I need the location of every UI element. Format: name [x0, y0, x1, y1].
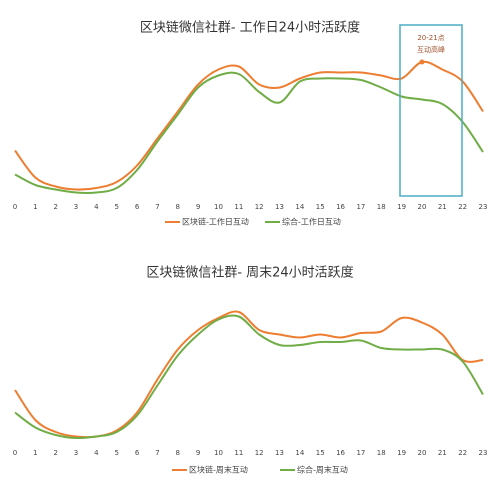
- x-tick-label: 1: [33, 449, 37, 457]
- x-tick-label: 7: [155, 449, 159, 457]
- x-tick-label: 15: [316, 203, 325, 211]
- series-line: [14, 310, 484, 439]
- x-tick-label: 23: [479, 203, 488, 211]
- x-tick-label: 0: [13, 203, 17, 211]
- x-tick-label: 3: [74, 449, 78, 457]
- x-tick-label: 1: [33, 203, 37, 211]
- x-tick-label: 9: [196, 449, 200, 457]
- x-tick-label: 17: [356, 203, 365, 211]
- x-tick-label: 4: [94, 203, 99, 211]
- x-tick-label: 2: [53, 203, 57, 211]
- x-tick-label: 18: [377, 203, 386, 211]
- x-tick-label: 14: [295, 203, 304, 211]
- chart-title: 区块链微信社群- 工作日24小时活跃度: [140, 20, 360, 36]
- x-tick-label: 19: [397, 203, 406, 211]
- legend-label: 综合-周末互动: [297, 465, 348, 475]
- x-tick-label: 13: [275, 449, 284, 457]
- x-tick-label: 6: [135, 449, 140, 457]
- peak-marker: [419, 59, 425, 65]
- x-tick-label: 16: [336, 449, 345, 457]
- x-tick-label: 6: [135, 203, 140, 211]
- x-tick-label: 22: [458, 449, 467, 457]
- legend-label: 区块链-工作日互动: [182, 217, 249, 227]
- x-tick-label: 12: [255, 203, 264, 211]
- legend-label: 区块链-周末互动: [189, 465, 248, 475]
- annotation: 互动高峰: [417, 45, 445, 54]
- x-tick-label: 20: [417, 449, 426, 457]
- x-tick-label: 5: [115, 203, 119, 211]
- x-tick-label: 21: [438, 203, 447, 211]
- legend-label: 综合-工作日互动: [282, 217, 341, 227]
- x-tick-label: 3: [74, 203, 78, 211]
- x-tick-label: 18: [377, 449, 386, 457]
- x-tick-label: 20: [417, 203, 426, 211]
- x-tick-label: 7: [155, 203, 159, 211]
- x-tick-label: 14: [295, 449, 304, 457]
- x-tick-label: 15: [316, 449, 325, 457]
- annotation: 20-21点: [417, 34, 444, 42]
- series-line: [14, 60, 484, 191]
- x-tick-label: 11: [234, 203, 243, 211]
- x-tick-label: 11: [234, 449, 243, 457]
- x-tick-label: 10: [214, 449, 223, 457]
- x-tick-label: 0: [13, 449, 17, 457]
- x-tick-label: 2: [53, 449, 57, 457]
- x-tick-label: 16: [336, 203, 345, 211]
- x-tick-label: 4: [94, 449, 99, 457]
- series-line: [14, 71, 484, 194]
- x-tick-label: 22: [458, 203, 467, 211]
- series-line: [14, 314, 484, 440]
- x-tick-label: 23: [479, 449, 488, 457]
- x-tick-label: 21: [438, 449, 447, 457]
- highlight-box: [399, 24, 463, 197]
- x-tick-label: 8: [176, 203, 180, 211]
- x-tick-label: 9: [196, 203, 200, 211]
- x-tick-label: 19: [397, 449, 406, 457]
- x-tick-label: 8: [176, 449, 180, 457]
- chart-title: 区块链微信社群- 周末24小时活跃度: [146, 265, 353, 281]
- x-tick-label: 13: [275, 203, 284, 211]
- x-tick-label: 12: [255, 449, 264, 457]
- x-tick-label: 5: [115, 449, 119, 457]
- x-tick-label: 17: [356, 449, 365, 457]
- x-tick-label: 10: [214, 203, 223, 211]
